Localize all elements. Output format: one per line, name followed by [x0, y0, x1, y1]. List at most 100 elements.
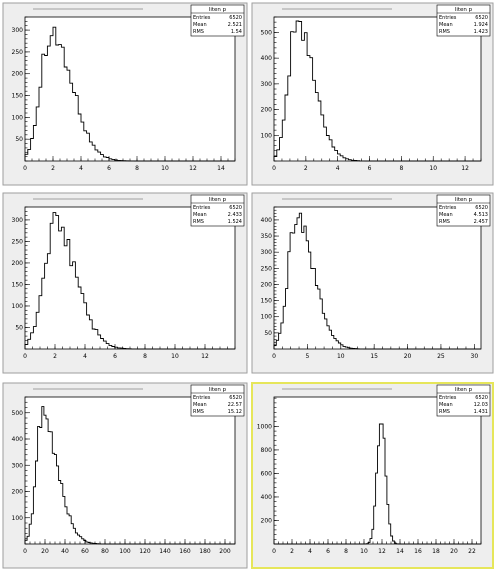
- x-tick-label: 180: [199, 548, 211, 555]
- y-tick-label: 400: [261, 217, 273, 224]
- stats-entries-label: Entries: [193, 395, 211, 401]
- x-tick-label: 140: [159, 548, 171, 555]
- stats-entries-value: 6520: [475, 205, 488, 211]
- stats-header: liten p: [455, 387, 473, 393]
- stats-entries-value: 6520: [229, 395, 242, 401]
- x-tick-label: 6: [113, 353, 117, 360]
- y-tick-label: 1000: [257, 423, 272, 430]
- x-tick-label: 10: [337, 353, 345, 360]
- stats-rms-value: 2.457: [474, 219, 488, 225]
- stats-entries-label: Entries: [193, 15, 211, 21]
- histogram-line: [24, 406, 235, 545]
- y-tick-label: 100: [12, 114, 24, 121]
- x-tick-label: 20: [404, 353, 412, 360]
- y-tick-label: 400: [261, 55, 273, 62]
- y-tick-label: 100: [12, 515, 24, 522]
- x-tick-label: 8: [344, 548, 348, 555]
- histogram-line: [274, 423, 481, 545]
- y-tick-label: 200: [12, 71, 24, 78]
- stats-mean-value: 2.521: [228, 22, 242, 28]
- y-tick-label: 350: [261, 233, 273, 240]
- x-tick-label: 20: [450, 548, 458, 555]
- y-tick-label: 300: [12, 462, 24, 469]
- x-tick-label: 8: [399, 165, 403, 172]
- x-tick-label: 0: [272, 353, 276, 360]
- histogram-pad-4[interactable]: 0 5 10 15 20 25 30 50 100 150 200 250 300 350 400 liten…: [251, 192, 494, 374]
- stats-box-frame: [190, 4, 245, 37]
- histogram-line: [24, 212, 235, 350]
- y-tick-label: 250: [261, 265, 273, 272]
- y-tick-label: 800: [261, 447, 273, 454]
- x-tick-label: 6: [326, 548, 330, 555]
- x-tick-label: 60: [81, 548, 89, 555]
- x-tick-label: 16: [414, 548, 422, 555]
- x-tick-label: 5: [305, 353, 309, 360]
- stats-box: liten p Entries 6520 Mean 12.03 RMS 1.431: [436, 384, 491, 417]
- stats-box: liten p Entries 6520 Mean 2.433 RMS 1.524: [190, 194, 245, 227]
- stats-mean-value: 2.433: [228, 212, 242, 218]
- stats-box-frame: [190, 194, 245, 227]
- x-tick-label: 0: [23, 165, 27, 172]
- x-tick-label: 2: [53, 353, 57, 360]
- stats-box-frame: [436, 4, 491, 37]
- histogram-pad-6[interactable]: 0 2 4 6 8 10 12 14 16 18 20 22 200 400 600 800 1000 liten…: [251, 382, 494, 569]
- x-tick-label: 4: [79, 165, 83, 172]
- x-tick-label: 30: [471, 353, 479, 360]
- stats-mean-label: Mean: [439, 22, 453, 28]
- stats-box: liten p Entries 6520 Mean 2.521 RMS 1.54: [190, 4, 245, 37]
- histogram-pad-2[interactable]: 0 2 4 6 8 10 12 100 200 300 400 500 liten p Entries 65…: [251, 2, 494, 186]
- stats-mean-value: 22.57: [228, 402, 242, 408]
- histogram-pad-3[interactable]: 0 2 4 6 8 10 12 50 100 150 200 250 300 liten p Entries…: [2, 192, 248, 374]
- stats-entries-label: Entries: [439, 15, 457, 21]
- y-tick-label: 50: [15, 136, 23, 143]
- y-tick-label: 100: [261, 132, 273, 139]
- stats-rms-value: 1.423: [474, 29, 488, 35]
- stats-mean-value: 4.513: [474, 212, 488, 218]
- x-tick-label: 10: [161, 165, 169, 172]
- stats-entries-value: 6520: [229, 15, 242, 21]
- stats-rms-label: RMS: [439, 409, 450, 415]
- x-tick-label: 10: [171, 353, 179, 360]
- stats-header: liten p: [209, 387, 227, 393]
- stats-entries-label: Entries: [439, 205, 457, 211]
- histogram-line: [273, 212, 481, 350]
- histogram-pad-5[interactable]: 0 20 40 60 80 100 120 140 160 180 200 100 200 300 400 5…: [2, 382, 248, 569]
- stats-mean-value: 1.924: [474, 22, 488, 28]
- stats-rms-value: 15.12: [228, 409, 242, 415]
- x-tick-label: 4: [336, 165, 340, 172]
- x-tick-label: 2: [51, 165, 55, 172]
- y-tick-label: 600: [261, 470, 273, 477]
- y-tick-label: 300: [12, 217, 24, 224]
- x-tick-label: 0: [23, 353, 27, 360]
- x-tick-label: 200: [219, 548, 231, 555]
- plot-area: [24, 396, 236, 545]
- y-tick-label: 300: [12, 27, 24, 34]
- y-tick-label: 250: [12, 238, 24, 245]
- x-tick-label: 12: [378, 548, 386, 555]
- y-tick-label: 300: [261, 81, 273, 88]
- x-tick-label: 10: [429, 165, 437, 172]
- x-tick-label: 20: [41, 548, 49, 555]
- stats-box-frame: [436, 194, 491, 227]
- stats-box-frame: [190, 384, 245, 417]
- x-tick-label: 160: [179, 548, 191, 555]
- x-tick-label: 14: [217, 165, 225, 172]
- y-tick-label: 500: [12, 410, 24, 417]
- stats-box: liten p Entries 6520 Mean 4.513 RMS 2.457: [436, 194, 491, 227]
- y-tick-label: 250: [12, 49, 24, 56]
- histogram-pad-1[interactable]: 0 2 4 6 8 10 12 14 50 100 150 200 250 300 liten p Entri…: [2, 2, 248, 186]
- y-tick-label: 500: [261, 29, 273, 36]
- x-tick-label: 22: [468, 548, 476, 555]
- stats-mean-label: Mean: [193, 22, 207, 28]
- x-tick-label: 12: [201, 353, 209, 360]
- y-tick-label: 100: [261, 314, 273, 321]
- x-tick-label: 8: [143, 353, 147, 360]
- stats-rms-label: RMS: [193, 29, 204, 35]
- stats-box: liten p Entries 6520 Mean 22.57 RMS 15.12: [190, 384, 245, 417]
- x-tick-label: 18: [432, 548, 440, 555]
- x-tick-label: 15: [370, 353, 378, 360]
- x-tick-label: 0: [23, 548, 27, 555]
- x-tick-label: 6: [107, 165, 111, 172]
- y-tick-label: 200: [261, 281, 273, 288]
